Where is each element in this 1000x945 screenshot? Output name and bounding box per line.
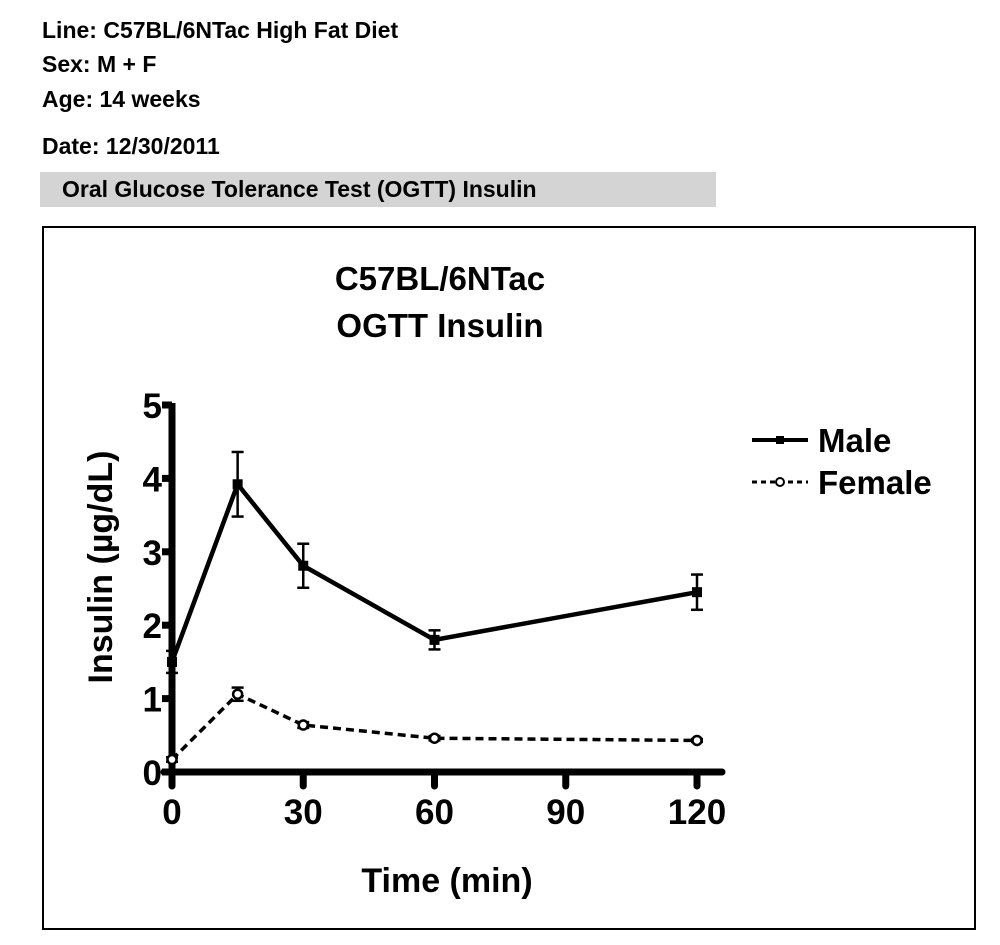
data-point-female xyxy=(428,732,441,744)
chart-title-line2: OGTT Insulin xyxy=(336,307,543,344)
x-tick-label: 0 xyxy=(162,793,181,832)
legend-label-male: Male xyxy=(818,422,891,459)
y-tick-label: 2 xyxy=(143,607,162,646)
date-label: Date: 12/30/2011 xyxy=(42,133,220,159)
x-tick-label: 60 xyxy=(415,793,454,832)
legend-marker-male xyxy=(776,436,784,444)
y-tick-label: 5 xyxy=(143,387,162,426)
data-point-male xyxy=(232,479,243,490)
test-banner: Oral Glucose Tolerance Test (OGTT) Insul… xyxy=(40,172,716,207)
chart-title-line1: C57BL/6NTac xyxy=(335,260,545,297)
y-tick-label: 3 xyxy=(143,534,162,573)
data-point-male xyxy=(298,560,309,571)
chart-frame xyxy=(42,226,976,930)
x-tick-label: 90 xyxy=(546,793,585,832)
data-point-female xyxy=(691,734,703,747)
sex-label: Sex: M + F xyxy=(42,51,157,77)
data-point-female xyxy=(231,688,244,700)
data-point-male xyxy=(429,634,440,645)
legend-marker-female xyxy=(775,477,785,487)
y-tick-label: 1 xyxy=(143,681,162,720)
x-axis-label: Time (min) xyxy=(361,862,532,900)
banner-text: Oral Glucose Tolerance Test (OGTT) Insul… xyxy=(62,176,537,202)
age-label: Age: 14 weeks xyxy=(42,86,201,112)
y-tick-label: 4 xyxy=(143,460,163,499)
series-line-female xyxy=(170,692,698,761)
x-tick-label: 30 xyxy=(284,793,323,832)
y-axis-label: Insulin (µg/dL) xyxy=(82,451,120,684)
line-label: Line: C57BL/6NTac High Fat Diet xyxy=(42,17,399,43)
data-point-male xyxy=(692,587,702,598)
x-tick-label: 120 xyxy=(668,793,726,832)
data-point-male xyxy=(167,656,177,667)
data-point-female xyxy=(166,753,178,766)
legend-label-female: Female xyxy=(818,464,932,501)
y-tick-label: 0 xyxy=(143,754,162,793)
data-point-female xyxy=(297,719,309,731)
